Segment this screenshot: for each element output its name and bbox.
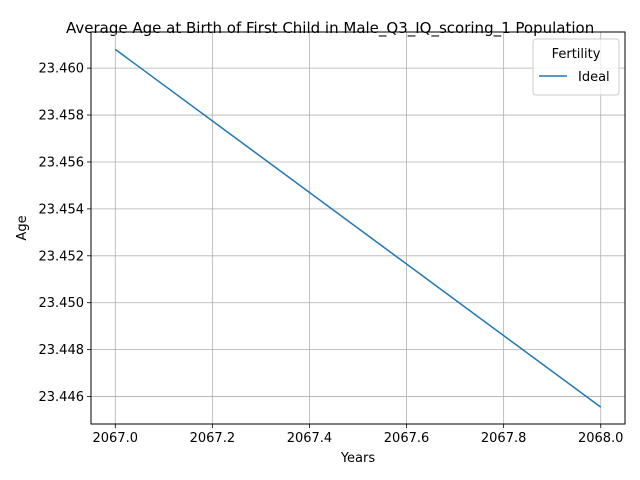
x-tick-label: 2067.6 xyxy=(384,431,430,446)
y-tick-label: 23.456 xyxy=(39,155,85,170)
legend: Fertility Ideal xyxy=(532,38,620,96)
series-line-ideal xyxy=(114,48,602,408)
y-axis-ticks: 23.446 23.448 23.450 23.452 23.454 23.456 23.4… xyxy=(39,62,91,405)
x-tick-label: 2067.8 xyxy=(481,431,527,446)
series-lines xyxy=(114,48,602,408)
x-tick-label: 2067.0 xyxy=(93,431,139,446)
x-tick-label: 2068.0 xyxy=(578,431,624,446)
y-tick-label: 23.452 xyxy=(39,249,85,264)
x-axis-ticks: 2067.0 2067.2 2067.4 2067.6 2067.8 2068.0 xyxy=(93,424,624,446)
plot-area-frame xyxy=(90,31,626,425)
y-axis-label: Age xyxy=(15,215,30,240)
y-tick-label: 23.458 xyxy=(39,109,85,124)
y-tick-label: 23.460 xyxy=(39,62,85,77)
y-tick-label: 23.448 xyxy=(39,343,85,358)
y-tick-label: 23.446 xyxy=(39,390,85,405)
x-tick-label: 2067.2 xyxy=(190,431,236,446)
y-tick-label: 23.450 xyxy=(39,296,85,311)
legend-entry-label: Ideal xyxy=(578,70,610,85)
legend-box xyxy=(532,38,620,96)
x-tick-label: 2067.4 xyxy=(287,431,333,446)
y-tick-label: 23.454 xyxy=(39,202,85,217)
x-axis-label: Years xyxy=(340,451,376,466)
chart-title: Average Age at Birth of First Child in M… xyxy=(66,19,594,38)
legend-title: Fertility xyxy=(552,47,601,62)
